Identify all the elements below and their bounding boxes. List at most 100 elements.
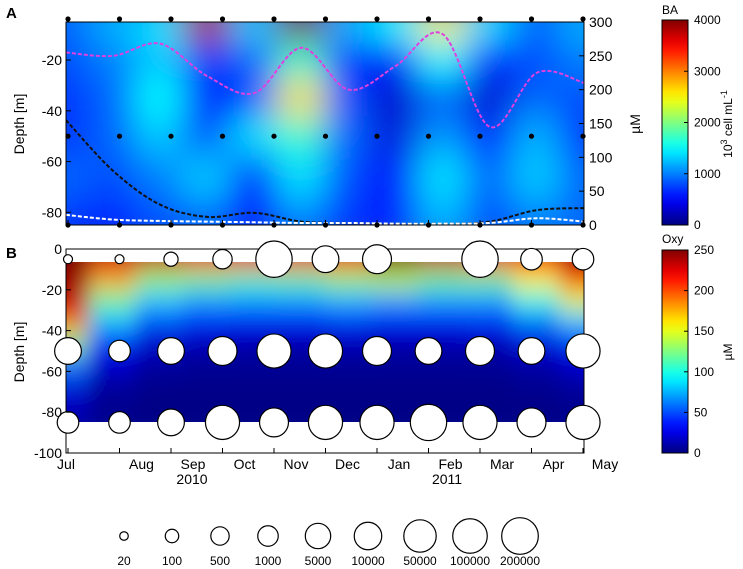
legend-bubble [164,528,180,544]
oxy-cell [324,269,374,291]
y-tick-label: -40 [42,323,62,339]
colorbar-oxy-title: Oxy [662,232,683,246]
legend-bubble-label: 20 [117,554,131,568]
abundance-bubble [56,411,80,434]
panel-b-heatmap [66,262,584,422]
ba-cell [276,22,326,43]
abundance-bubble [311,245,340,274]
ba-cell [418,155,468,201]
colorbar-oxy: Oxy 0 50 100 150 200 250 µM [661,232,735,460]
oxy-cell [276,376,326,409]
ba-cell [229,22,279,43]
oxy-cell [135,289,185,312]
ba-cell [229,117,279,157]
oxy-cell [418,289,468,312]
abundance-bubble [114,254,125,265]
ba-cell [88,199,138,225]
legend-bubble [210,526,230,546]
abundance-bubble [307,333,344,369]
oxy-cell [66,269,91,291]
oxy-cell [182,269,232,291]
oxy-cell [559,310,584,332]
oxy-cell [182,310,232,332]
oxy-cell [88,310,138,332]
x-tick-label: Jan [388,456,411,472]
y-tick-label: -80 [42,404,62,420]
ba-cell [66,155,91,201]
oxy-cell [276,262,326,271]
panel-a-y-axis: -20 -40 -60 -80 [42,52,71,220]
colorbar-tick-label: 1000 [694,167,721,181]
abundance-bubble [409,403,448,442]
ba-cell [371,199,421,225]
legend-bubble-label: 100000 [450,554,490,568]
oxy-cell [135,310,185,332]
legend-bubble-label: 5000 [305,554,332,568]
ba-cell [276,117,326,157]
sample-point [528,133,535,139]
year-label-2010: 2010 [176,471,207,487]
ba-cell [135,79,185,119]
panel-a-label: A [6,5,17,22]
sample-point [219,16,226,22]
ba-cell [182,79,232,119]
legend-bubble-label: 100 [162,554,182,568]
y-tick-label: -60 [42,154,62,170]
oxy-cell [66,262,91,271]
oxy-cell [182,376,232,409]
ba-cell [559,79,584,119]
ba-cell [418,79,468,119]
ba-cell [88,117,138,157]
panel-a-y2-axis: 0 50 100 150 200 250 300 [579,14,613,233]
ba-cell [418,117,468,157]
oxy-cell [66,289,91,312]
ba-cell [276,79,326,119]
colorbar-tick-label: 150 [694,324,714,338]
oxy-cell [371,310,421,332]
colorbar-ba: BA 0 1000 2000 3000 4000 103 cell mL-1 [661,3,735,232]
oxy-cell [182,289,232,312]
year-label-2011: 2011 [432,471,462,487]
series-line-1 [66,119,584,225]
legend-bubble [119,531,129,541]
panel-b: B 0 -20 -40 -60 -80 -100 Depth [m] Jul Aug Sep O… [6,220,618,487]
oxy-cell [371,269,421,291]
y-tick-label: -20 [42,282,62,298]
abundance-bubble [361,335,393,367]
ba-cell [324,41,374,81]
abundance-bubble [359,404,395,441]
oxy-cell [88,289,138,312]
panel-a-ylabel: Depth [m] [11,94,27,155]
abundance-bubble [414,337,443,365]
colorbar-tick-label: 4000 [694,13,721,27]
ba-cell [135,199,185,225]
ba-cell [512,199,562,225]
oxy-cell [418,310,468,332]
legend-bubble-label: 500 [210,554,230,568]
sample-point [477,16,483,22]
ba-cell [371,22,421,43]
panel-a-y2label: µM [627,114,643,134]
ba-cell [229,155,279,201]
ba-cell [418,199,468,225]
oxy-cell [465,310,515,332]
abundance-bubble [516,407,547,438]
oxy-cell [324,289,374,312]
oxy-cell [229,289,279,312]
ba-cell [182,155,232,201]
x-tick-label: May [592,456,618,472]
ba-cell [465,22,515,43]
ba-cell [324,79,374,119]
sample-point [168,16,174,22]
abundance-bubble [54,337,82,365]
sample-point [65,133,71,139]
sample-point [116,133,123,139]
ba-cell [371,41,421,81]
oxy-cell [324,310,374,332]
ba-cell [559,22,584,43]
sample-point [580,16,586,22]
sample-point [322,133,329,139]
ba-cell [88,41,138,81]
oxy-cell [135,376,185,409]
abundance-bubble [462,404,498,441]
